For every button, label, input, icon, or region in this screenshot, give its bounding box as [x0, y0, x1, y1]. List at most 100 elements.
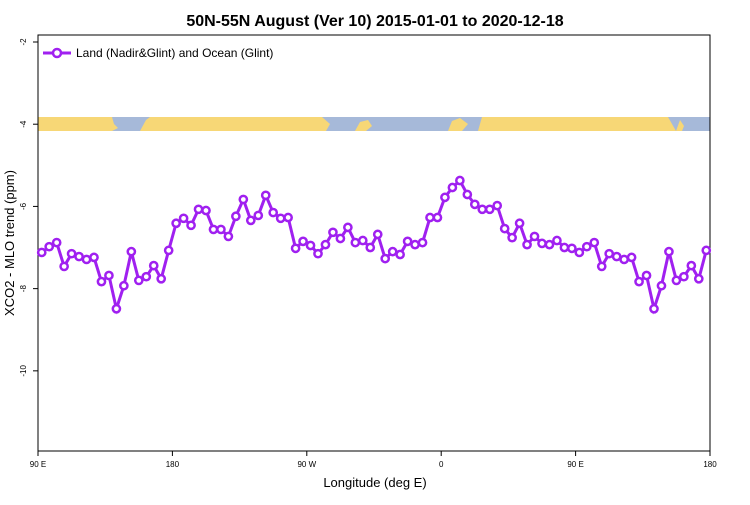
data-point — [66, 248, 77, 259]
data-point — [178, 213, 189, 224]
data-point — [365, 242, 376, 253]
data-point — [626, 252, 637, 263]
plot-frame — [37, 34, 711, 452]
data-point — [260, 190, 271, 201]
x-axis-label: Longitude (deg E) — [323, 475, 426, 490]
data-point — [74, 251, 84, 262]
data-point — [111, 303, 122, 314]
data-point — [163, 245, 174, 256]
data-point — [395, 249, 405, 260]
data-point — [634, 276, 644, 287]
data-point — [649, 303, 659, 314]
data-point — [313, 248, 323, 259]
data-point — [208, 224, 219, 235]
data-point — [477, 204, 488, 215]
y-tick-label: -4 — [19, 120, 28, 128]
data-point — [193, 204, 204, 215]
y-tick-label: -8 — [19, 285, 28, 293]
land-ocean-strip — [38, 117, 710, 131]
data-point — [417, 237, 428, 248]
data-point — [96, 276, 107, 287]
chart-title: 50N-55N August (Ver 10) 2015-01-01 to 20… — [186, 13, 563, 30]
data-point — [238, 194, 249, 205]
data-point — [51, 237, 62, 248]
data-point — [372, 229, 383, 240]
data-point — [447, 182, 458, 193]
data-point — [275, 213, 286, 224]
data-point — [484, 204, 495, 215]
data-point — [253, 210, 264, 221]
data-point — [559, 242, 570, 253]
data-point — [133, 275, 144, 286]
data-point — [432, 212, 443, 223]
data-point — [36, 247, 47, 258]
data-point — [223, 231, 234, 242]
data-point — [44, 241, 55, 252]
data-point — [440, 192, 450, 203]
data-point — [290, 243, 301, 254]
data-point — [156, 273, 167, 284]
data-point — [537, 238, 547, 249]
x-tick-label: 180 — [166, 460, 180, 469]
data-point — [611, 251, 622, 262]
data-point — [552, 235, 562, 246]
y-tick-label: -2 — [19, 38, 28, 46]
data-point — [59, 261, 69, 272]
data-point — [148, 260, 159, 271]
data-point — [455, 175, 465, 186]
data-point — [544, 239, 555, 250]
data-point — [499, 223, 510, 234]
data-point — [664, 246, 674, 257]
data-point — [328, 227, 338, 238]
data-point — [119, 280, 129, 291]
x-tick-label: 90 E — [567, 460, 583, 469]
data-point — [514, 218, 525, 229]
data-point — [387, 246, 398, 257]
data-point — [305, 240, 316, 251]
data-point — [619, 254, 629, 265]
data-point — [357, 235, 368, 246]
legend-marker — [51, 47, 63, 59]
data-point — [425, 212, 435, 223]
data-point — [89, 252, 99, 263]
data-point — [171, 218, 181, 229]
data-point — [656, 280, 667, 291]
y-tick-label: -6 — [19, 202, 28, 210]
data-point — [641, 270, 652, 281]
data-point — [522, 239, 532, 250]
data-point — [462, 189, 473, 200]
x-tick-label: 90 W — [297, 460, 316, 469]
y-tick-label: -10 — [19, 365, 28, 377]
data-point — [701, 245, 712, 256]
data-point — [567, 243, 577, 254]
data-point — [245, 215, 256, 226]
data-point — [350, 237, 361, 248]
data-point — [596, 261, 607, 272]
data-point — [529, 231, 540, 242]
data-point — [604, 248, 615, 259]
data-point — [320, 239, 331, 250]
data-point — [298, 236, 308, 247]
data-point — [686, 260, 697, 271]
y-axis-label: XCO2 - MLO trend (ppm) — [2, 170, 17, 316]
data-point — [492, 200, 503, 211]
data-point — [201, 205, 211, 216]
data-point — [581, 241, 592, 252]
data-point — [671, 275, 682, 286]
data-point — [141, 271, 152, 282]
data-point — [335, 233, 346, 244]
data-point — [268, 207, 279, 218]
data-point — [679, 271, 689, 282]
data-point — [693, 273, 704, 284]
data-point — [283, 212, 293, 223]
data-point — [81, 254, 92, 265]
data-point — [216, 224, 226, 235]
x-tick-label: 90 E — [30, 460, 46, 469]
data-point — [410, 239, 420, 250]
data-point — [574, 247, 585, 258]
data-point — [507, 232, 517, 243]
data-point — [104, 270, 114, 281]
x-tick-label: 0 — [439, 460, 444, 469]
legend-label: Land (Nadir&Glint) and Ocean (Glint) — [76, 46, 273, 60]
